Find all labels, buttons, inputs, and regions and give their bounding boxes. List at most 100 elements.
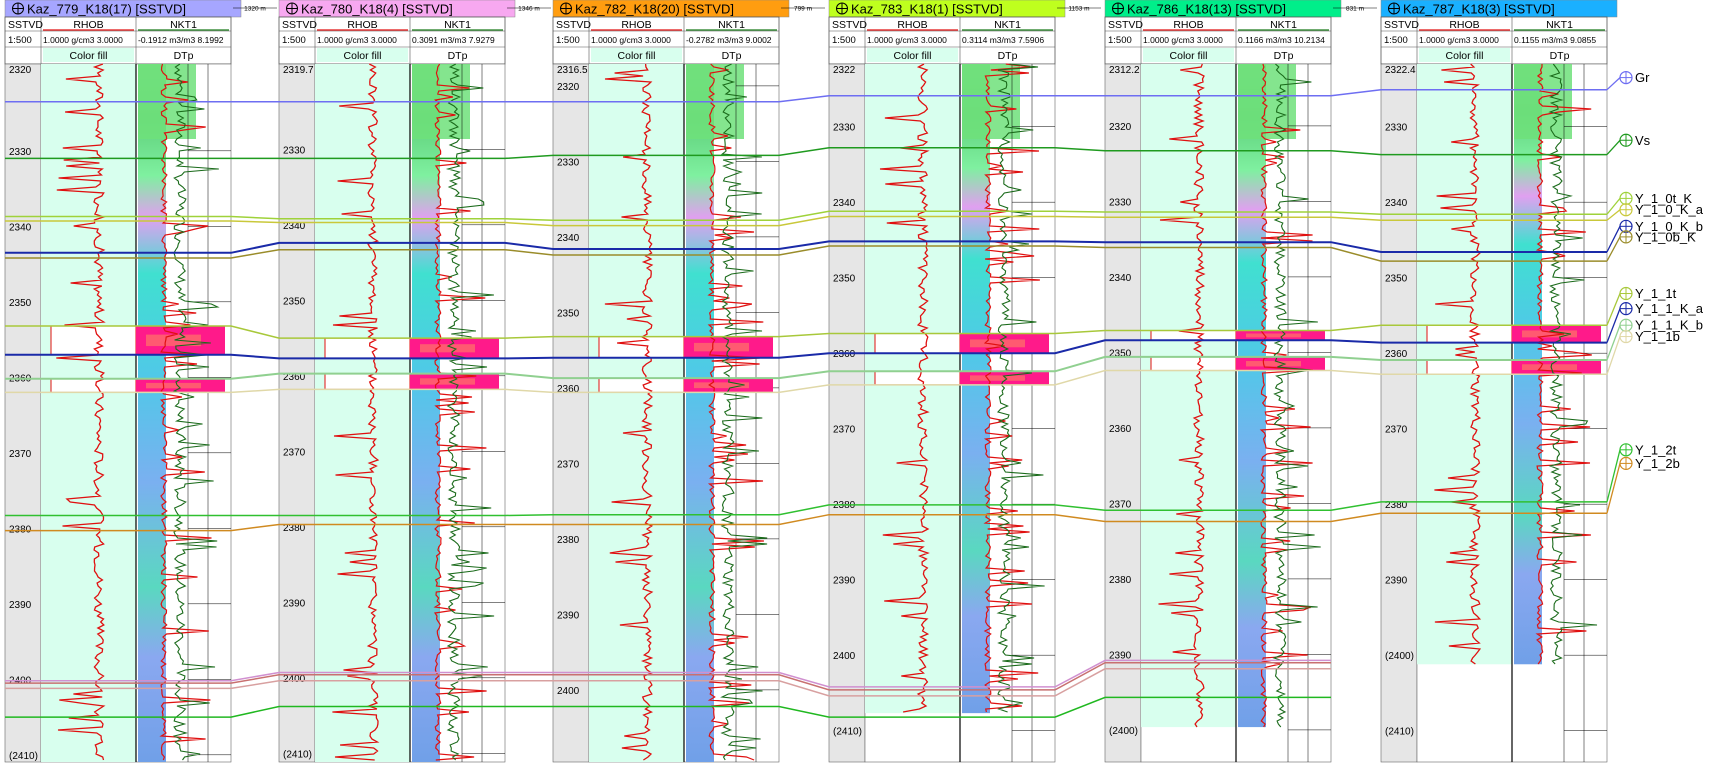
horizon-y-1-0b-k[interactable] <box>5 245 1607 262</box>
depth-label: 2350 <box>1385 274 1408 285</box>
depth-label: 2340 <box>9 222 32 233</box>
depth-label: 2360 <box>833 349 856 360</box>
depth-label: 2380 <box>283 523 306 534</box>
depth-top-label: 2320 <box>9 65 32 76</box>
well-spacing: 1346 m <box>507 6 551 13</box>
horizon-y-1-1b[interactable] <box>5 369 1607 394</box>
sstvd-column-header: SSTVD <box>282 19 317 31</box>
svg-text:1320 m: 1320 m <box>244 6 266 13</box>
nkt1-curve <box>159 63 212 761</box>
nkt1-range: -0.1912 m3/m3 8.1992 <box>138 35 224 45</box>
depth-label: 2390 <box>9 600 32 611</box>
horizon-y-2b[interactable] <box>5 696 1331 718</box>
depth-label: (2400) <box>1385 651 1414 662</box>
scale-label: 1:500 <box>556 35 580 46</box>
horizon-y-1-0t-k[interactable] <box>5 210 1607 222</box>
horizon-label-y-1-1b[interactable]: Y_1_1b <box>1606 329 1680 375</box>
rhob-curve <box>604 63 654 761</box>
depth-label: 2340 <box>557 233 580 244</box>
rhob-column-header: RHOB <box>1449 19 1479 31</box>
horizon-label-y-1-1-k-a[interactable]: Y_1_1_K_a <box>1606 301 1704 343</box>
well-marker-icon <box>286 2 298 15</box>
horizon-label-y-1-2b[interactable]: Y_1_2b <box>1606 456 1680 514</box>
depth-label: 2330 <box>283 145 306 156</box>
nkt1-column-header: NKT1 <box>994 19 1021 31</box>
sstvd-column-header: SSTVD <box>556 19 591 31</box>
svg-text:Y_1_2t: Y_1_2t <box>1635 442 1677 457</box>
horizon-y-2t[interactable] <box>5 668 1331 697</box>
svg-text:799 m: 799 m <box>794 6 812 13</box>
well-spacing: 831 m <box>1333 6 1377 13</box>
depth-label: 2360 <box>1385 349 1408 360</box>
nkt1-range: 0.1155 m3/m3 9.0855 <box>1514 35 1596 45</box>
horizon-vs[interactable] <box>5 147 1607 160</box>
depth-track <box>1104 63 1142 763</box>
horizon-label-gr[interactable]: Gr <box>1606 70 1650 91</box>
dtp-color-band <box>412 64 440 762</box>
color-fill-label: Color fill <box>344 50 382 62</box>
horizon-label-y-1-2t[interactable]: Y_1_2t <box>1606 442 1677 503</box>
depth-label: 2340 <box>1109 273 1132 284</box>
well-spacing: 1320 m <box>233 6 277 13</box>
depth-label: (2410) <box>1385 727 1414 738</box>
svg-text:831 m: 831 m <box>1346 6 1364 13</box>
depth-label: 2370 <box>1109 499 1132 510</box>
svg-text:Y_1_1b: Y_1_1b <box>1635 329 1680 344</box>
scale-label: 1:500 <box>1108 35 1132 46</box>
well-track-4[interactable]: Kaz_783_K18(1) [SSTVD] SSTVD RHOB NKT1 1:500… <box>828 0 1101 763</box>
depth-label: 2350 <box>1109 348 1132 359</box>
horizon-label-y-1-0b-k[interactable]: Y_1_0b_K <box>1606 229 1696 262</box>
horizon-label-y-1-1-k-b[interactable]: Y_1_1_K_b <box>1606 318 1703 361</box>
depth-label: 2360 <box>1109 424 1132 435</box>
well-track-3[interactable]: Kaz_782_K18(20) [SSTVD] SSTVD RHOB NKT1 1:50… <box>552 0 825 763</box>
horizon-y-1-1-k-a[interactable] <box>5 339 1607 360</box>
depth-top-label: 2322.4 <box>1385 65 1416 76</box>
depth-label: (2410) <box>9 751 38 762</box>
svg-text:Y_1_1t: Y_1_1t <box>1635 286 1677 301</box>
svg-text:Y_1_2b: Y_1_2b <box>1635 456 1680 471</box>
well-spacing: 799 m <box>781 6 825 13</box>
well-track-1[interactable]: Kaz_779_K18(17) [SSTVD] SSTVD RHOB NKT1 1:50… <box>4 0 277 763</box>
horizon-y-1-34t[interactable] <box>5 659 1331 688</box>
well-track-6[interactable]: Kaz_787_K18(3) [SSTVD] SSTVD RHOB NKT1 1:500… <box>1380 0 1618 763</box>
depth-label: 2330 <box>9 147 32 158</box>
depth-label: 2370 <box>1385 425 1408 436</box>
depth-track <box>828 63 866 763</box>
dtp-color-band <box>686 64 714 762</box>
scale-label: 1:500 <box>1384 35 1408 46</box>
horizon-y-1-0-k-a[interactable] <box>5 215 1607 227</box>
svg-text:Y_1_1_K_b: Y_1_1_K_b <box>1635 318 1703 333</box>
horizon-y-1-1t[interactable] <box>5 324 1607 339</box>
sstvd-column-header: SSTVD <box>832 19 867 31</box>
well-track-5[interactable]: Kaz_786_K18(13) [SSTVD] SSTVD RHOB NKT1 1:50… <box>1104 0 1377 763</box>
track-header: SSTVD RHOB NKT1 1:500 1.0000 g/cm3 3.0000 -0.… <box>4 16 232 65</box>
horizon-label-y-1-0t-k[interactable]: Y_1_0t_K <box>1606 191 1692 215</box>
horizon-label-y-1-1t[interactable]: Y_1_1t <box>1606 286 1677 326</box>
depth-track <box>278 63 316 763</box>
horizon-label-y-1-0-k-a[interactable]: Y_1_0_K_a <box>1606 202 1704 221</box>
depth-track <box>1380 63 1418 763</box>
horizon-gr[interactable] <box>5 88 1607 103</box>
well-marker-icon <box>836 2 848 15</box>
horizon-labels-layer: Gr Vs Y_1_0t_KY_1_0_K_a Y_1_0_K_bY_1_0b_K Y_… <box>1606 70 1704 514</box>
well-title: Kaz_779_K18(17) [SSTVD] <box>27 2 186 17</box>
depth-track <box>552 63 590 763</box>
horizon-y-1-34b[interactable] <box>5 661 1331 691</box>
horizons-layer <box>5 88 1607 718</box>
well-marker-icon <box>1112 2 1124 15</box>
horizon-y-1-2b[interactable] <box>5 512 1607 532</box>
depth-label: 2380 <box>9 524 32 535</box>
rhob-range: 1.0000 g/cm3 3.0000 <box>867 35 947 45</box>
horizon-y-1-1-k-b[interactable] <box>5 355 1607 380</box>
rhob-color-fill <box>41 64 136 762</box>
rhob-color-fill <box>315 64 410 762</box>
depth-label: 2320 <box>1109 122 1132 133</box>
reservoir-zones <box>50 325 225 393</box>
dtp-label: DTp <box>998 50 1018 62</box>
well-track-2[interactable]: Kaz_780_K18(4) [SSTVD] SSTVD RHOB NKT1 1:500… <box>278 0 551 763</box>
horizon-label-vs[interactable]: Vs <box>1606 133 1651 156</box>
horizon-y-1-0-k-b[interactable] <box>5 240 1607 254</box>
depth-label: 2390 <box>833 576 856 587</box>
horizon-y-1-2t[interactable] <box>5 501 1607 517</box>
